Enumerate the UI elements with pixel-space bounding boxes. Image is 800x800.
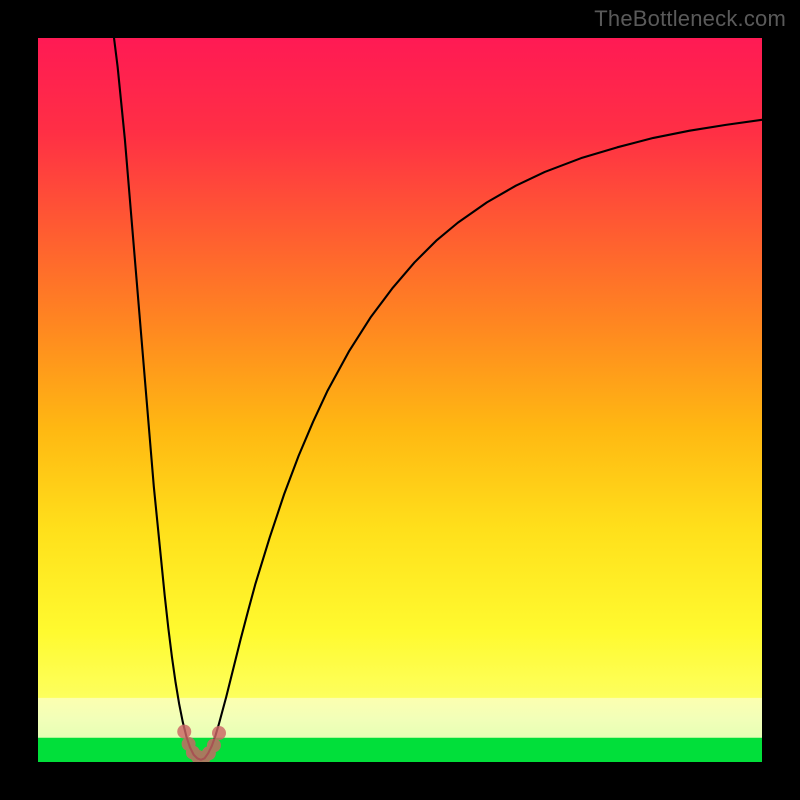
marker-cluster (177, 725, 226, 762)
marker-point (212, 726, 226, 740)
v-curve (114, 38, 762, 760)
marker-point (177, 725, 191, 739)
watermark-text: TheBottleneck.com (594, 6, 786, 32)
plot-area (38, 38, 762, 762)
marker-point (207, 738, 221, 752)
curve-layer (38, 38, 762, 762)
